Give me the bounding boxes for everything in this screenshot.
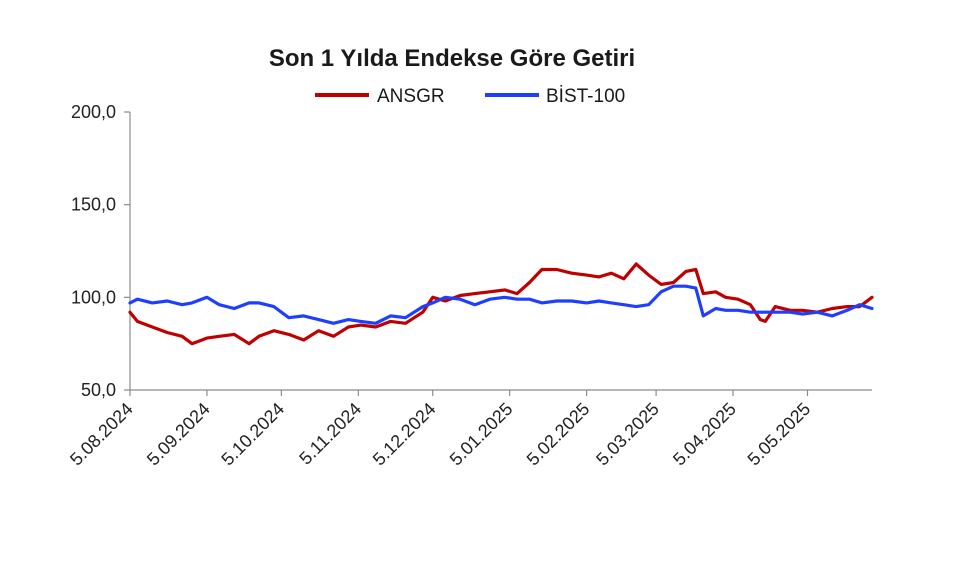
x-tick-label: 5.02.2025 bbox=[523, 399, 594, 470]
series-line-bist-100 bbox=[128, 284, 874, 325]
x-tick-label: 5.03.2025 bbox=[592, 399, 663, 470]
y-tick-label: 150,0 bbox=[71, 195, 116, 215]
legend-label: BİST-100 bbox=[546, 86, 625, 107]
x-tick-label: 5.10.2024 bbox=[217, 399, 288, 470]
x-tick-label: 5.09.2024 bbox=[143, 399, 214, 470]
y-tick-label: 100,0 bbox=[71, 287, 116, 307]
x-tick-label: 5.11.2024 bbox=[295, 399, 365, 469]
axes bbox=[129, 112, 872, 391]
series-layer bbox=[128, 262, 874, 346]
legend-label: ANSGR bbox=[377, 86, 445, 107]
chart-title: Son 1 Yılda Endekse Göre Getiri bbox=[269, 45, 635, 72]
y-ticks: 50,0 100,0 150,0 200,0 bbox=[71, 102, 130, 400]
y-tick-label: 200,0 bbox=[71, 102, 116, 122]
y-tick-label: 50,0 bbox=[81, 380, 116, 400]
x-tick-label: 5.12.2024 bbox=[369, 399, 440, 470]
legend: ANSGR BİST-100 bbox=[315, 86, 625, 107]
series-line-ansgr bbox=[128, 262, 874, 346]
x-tick-label: 5.08.2024 bbox=[66, 399, 137, 470]
x-tick-label: 5.04.2025 bbox=[669, 399, 740, 470]
x-ticks: 5.08.2024 5.09.2024 5.10.2024 5.11.2024 5.12… bbox=[66, 390, 814, 469]
x-tick-label: 5.01.2025 bbox=[446, 399, 517, 470]
x-tick-label: 5.05.2025 bbox=[744, 399, 815, 470]
